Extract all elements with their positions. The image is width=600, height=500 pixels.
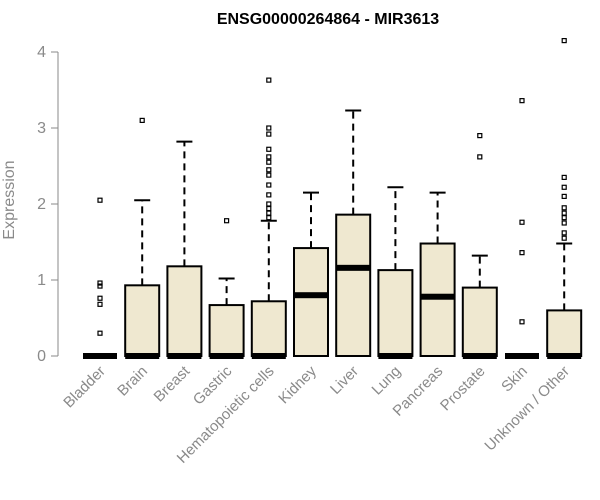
box-group-11 [546, 37, 583, 359]
median-2 [167, 353, 202, 359]
outlier-11-8 [561, 174, 567, 180]
y-tick-label-2: 2 [37, 196, 46, 213]
outlier-9-0 [477, 154, 483, 160]
outlier-4-12 [266, 125, 272, 131]
outlier-4-5 [266, 182, 272, 188]
median-3 [209, 353, 244, 359]
box-5 [293, 247, 329, 357]
outlier-4-13 [266, 77, 272, 83]
x-tick-label-5: Kidney [275, 362, 320, 407]
outlier-10-2 [519, 219, 525, 225]
x-tick-label-1: Brain [114, 363, 151, 400]
outlier-11-4 [561, 210, 567, 216]
outlier-4-6 [266, 172, 272, 178]
x-tick-label-7: Lung [369, 363, 405, 399]
chart-title: ENSG00000264864 - MIR3613 [217, 11, 439, 28]
box-group-8 [419, 191, 456, 358]
box-group-3 [208, 218, 245, 359]
y-tick-label-3: 3 [37, 120, 46, 137]
median-7 [378, 353, 413, 359]
box-group-0 [83, 197, 117, 359]
x-tick-label-9: Prostate [437, 363, 489, 415]
outlier-4-4 [266, 192, 272, 198]
outlier-4-11 [266, 131, 272, 137]
median-0 [83, 353, 117, 359]
box-9 [461, 286, 498, 358]
box-3 [208, 304, 245, 357]
median-1 [125, 353, 160, 359]
box-group-1 [124, 117, 161, 359]
outlier-11-1 [561, 230, 567, 236]
x-tick-label-2: Breast [151, 362, 194, 405]
outlier-4-7 [266, 167, 272, 173]
outlier-4-3 [266, 201, 272, 207]
outlier-0-3 [97, 283, 103, 289]
y-tick-label-0: 0 [37, 348, 46, 365]
outlier-11-9 [561, 37, 567, 44]
box-group-6 [335, 109, 372, 357]
outlier-11-2 [561, 220, 567, 226]
box-7 [377, 269, 414, 357]
box-group-4 [250, 77, 287, 359]
outlier-10-1 [519, 250, 525, 256]
box-4 [250, 300, 287, 357]
box-group-5 [293, 191, 329, 357]
x-tick-label-0: Bladder [60, 363, 109, 412]
outlier-3-0 [224, 218, 230, 224]
median-6 [336, 264, 371, 271]
y-axis: 0 1 2 3 4 [37, 44, 59, 365]
y-tick-label-1: 1 [37, 272, 46, 289]
boxes-layer [83, 37, 583, 359]
median-10 [505, 353, 539, 359]
box-6 [335, 213, 372, 357]
outlier-4-1 [266, 210, 272, 216]
median-9 [462, 353, 497, 359]
outlier-10-3 [519, 98, 525, 104]
outlier-4-8 [266, 159, 272, 165]
outlier-0-1 [97, 301, 103, 307]
box-2 [166, 265, 203, 358]
box-11 [546, 309, 583, 357]
median-4 [251, 353, 286, 359]
outlier-4-0 [266, 215, 272, 221]
outlier-11-6 [561, 193, 567, 199]
box-1 [124, 284, 161, 358]
box-group-2 [166, 140, 203, 359]
median-8 [420, 293, 455, 300]
outlier-0-2 [97, 295, 103, 301]
y-tick-label-4: 4 [37, 44, 46, 61]
x-tick-label-10: Skin [498, 363, 531, 396]
outlier-11-3 [561, 215, 567, 221]
outlier-4-10 [266, 146, 272, 152]
median-5 [294, 292, 328, 299]
box-group-7 [377, 186, 414, 359]
outlier-10-0 [519, 319, 525, 325]
y-axis-label: Expression [1, 160, 18, 239]
box-8 [419, 242, 456, 358]
box-group-9 [461, 133, 498, 359]
outlier-1-0 [139, 117, 145, 124]
outlier-11-0 [561, 235, 567, 241]
outlier-9-1 [477, 133, 483, 139]
box-group-10 [505, 98, 539, 359]
outlier-0-0 [97, 330, 103, 336]
outlier-4-9 [266, 154, 272, 160]
median-11 [547, 353, 582, 359]
x-tick-label-6: Liver [327, 363, 362, 398]
outlier-0-4 [97, 280, 103, 286]
outlier-0-5 [97, 197, 103, 203]
outlier-11-7 [561, 184, 567, 190]
outlier-11-5 [561, 205, 567, 211]
outlier-4-2 [266, 205, 272, 212]
